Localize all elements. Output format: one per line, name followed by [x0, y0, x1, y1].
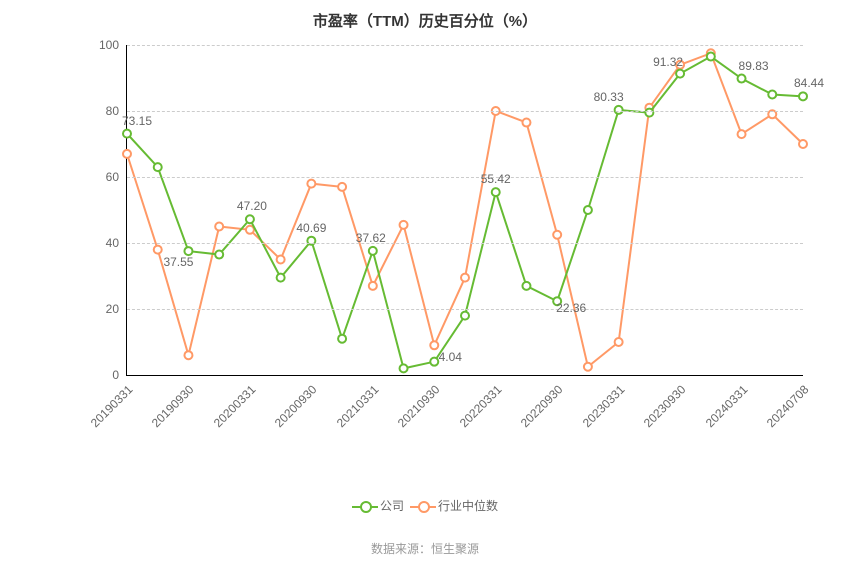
- data-label: 40.69: [296, 221, 326, 235]
- data-label: 37.62: [356, 231, 386, 245]
- x-tick-label: 20210331: [334, 381, 383, 430]
- data-label: 37.55: [163, 255, 193, 269]
- gridline: [127, 45, 803, 46]
- series-marker: [184, 351, 192, 359]
- data-label: 47.20: [237, 199, 267, 213]
- legend-item: 公司: [352, 497, 404, 514]
- series-marker: [154, 246, 162, 254]
- x-tick-label: 20230331: [579, 381, 628, 430]
- series-marker: [215, 251, 223, 259]
- series-marker: [369, 282, 377, 290]
- series-line: [127, 57, 803, 369]
- series-marker: [522, 282, 530, 290]
- series-marker: [154, 163, 162, 171]
- legend-label: 公司: [380, 497, 404, 514]
- data-label: 73.15: [122, 114, 152, 128]
- series-marker: [676, 70, 684, 78]
- y-tick-label: 0: [112, 368, 127, 382]
- series-marker: [338, 335, 346, 343]
- series-marker: [492, 188, 500, 196]
- legend: 公司 行业中位数: [0, 497, 850, 514]
- series-marker: [400, 221, 408, 229]
- data-label: 55.42: [481, 172, 511, 186]
- series-marker: [246, 226, 254, 234]
- y-tick-label: 60: [106, 170, 127, 184]
- series-marker: [369, 247, 377, 255]
- legend-swatch: [352, 500, 378, 512]
- data-label: 22.36: [556, 301, 586, 315]
- series-marker: [799, 92, 807, 100]
- series-marker: [184, 247, 192, 255]
- series-marker: [307, 180, 315, 188]
- chart-title: 市盈率（TTM）历史百分位（%）: [0, 10, 850, 31]
- legend-label: 行业中位数: [438, 497, 498, 514]
- series-marker: [738, 75, 746, 83]
- x-tick-label: 20240331: [702, 381, 751, 430]
- series-marker: [799, 140, 807, 148]
- series-marker: [615, 338, 623, 346]
- series-marker: [768, 91, 776, 99]
- x-tick-label: 20220331: [457, 381, 506, 430]
- gridline: [127, 243, 803, 244]
- x-tick-label: 20230930: [641, 381, 690, 430]
- series-marker: [430, 341, 438, 349]
- y-tick-label: 100: [99, 38, 127, 52]
- series-marker: [615, 106, 623, 114]
- legend-item: 行业中位数: [410, 497, 498, 514]
- source-note: 数据来源：恒生聚源: [0, 540, 850, 557]
- data-label: 84.44: [794, 76, 824, 90]
- series-marker: [584, 206, 592, 214]
- series-marker: [215, 223, 223, 231]
- pe-percentile-chart: 市盈率（TTM）历史百分位（%） 02040608010020190331201…: [0, 0, 850, 575]
- series-marker: [338, 183, 346, 191]
- series-marker: [246, 215, 254, 223]
- x-tick-label: 20200331: [211, 381, 260, 430]
- y-tick-label: 40: [106, 236, 127, 250]
- series-marker: [645, 109, 653, 117]
- series-marker: [522, 119, 530, 127]
- series-marker: [277, 256, 285, 264]
- series-marker: [584, 363, 592, 371]
- series-marker: [461, 274, 469, 282]
- chart-lines: [127, 45, 803, 375]
- series-marker: [461, 312, 469, 320]
- gridline: [127, 309, 803, 310]
- x-tick-label: 20220930: [518, 381, 567, 430]
- data-label: 89.83: [739, 59, 769, 73]
- series-marker: [707, 53, 715, 61]
- data-label: 80.33: [594, 90, 624, 104]
- series-marker: [738, 130, 746, 138]
- legend-swatch: [410, 500, 436, 512]
- plot-area: 0204060801002019033120190930202003312020…: [126, 45, 803, 376]
- x-tick-label: 20210930: [395, 381, 444, 430]
- x-tick-label: 20190930: [149, 381, 198, 430]
- x-tick-label: 20200930: [272, 381, 321, 430]
- series-marker: [123, 130, 131, 138]
- series-marker: [553, 231, 561, 239]
- y-tick-label: 20: [106, 302, 127, 316]
- series-marker: [123, 150, 131, 158]
- gridline: [127, 111, 803, 112]
- gridline: [127, 177, 803, 178]
- data-label: 4.04: [439, 350, 462, 364]
- x-tick-label: 20190331: [88, 381, 137, 430]
- x-tick-label: 20240708: [764, 381, 813, 430]
- series-marker: [430, 358, 438, 366]
- series-marker: [400, 364, 408, 372]
- data-label: 91.32: [653, 55, 683, 69]
- series-marker: [277, 274, 285, 282]
